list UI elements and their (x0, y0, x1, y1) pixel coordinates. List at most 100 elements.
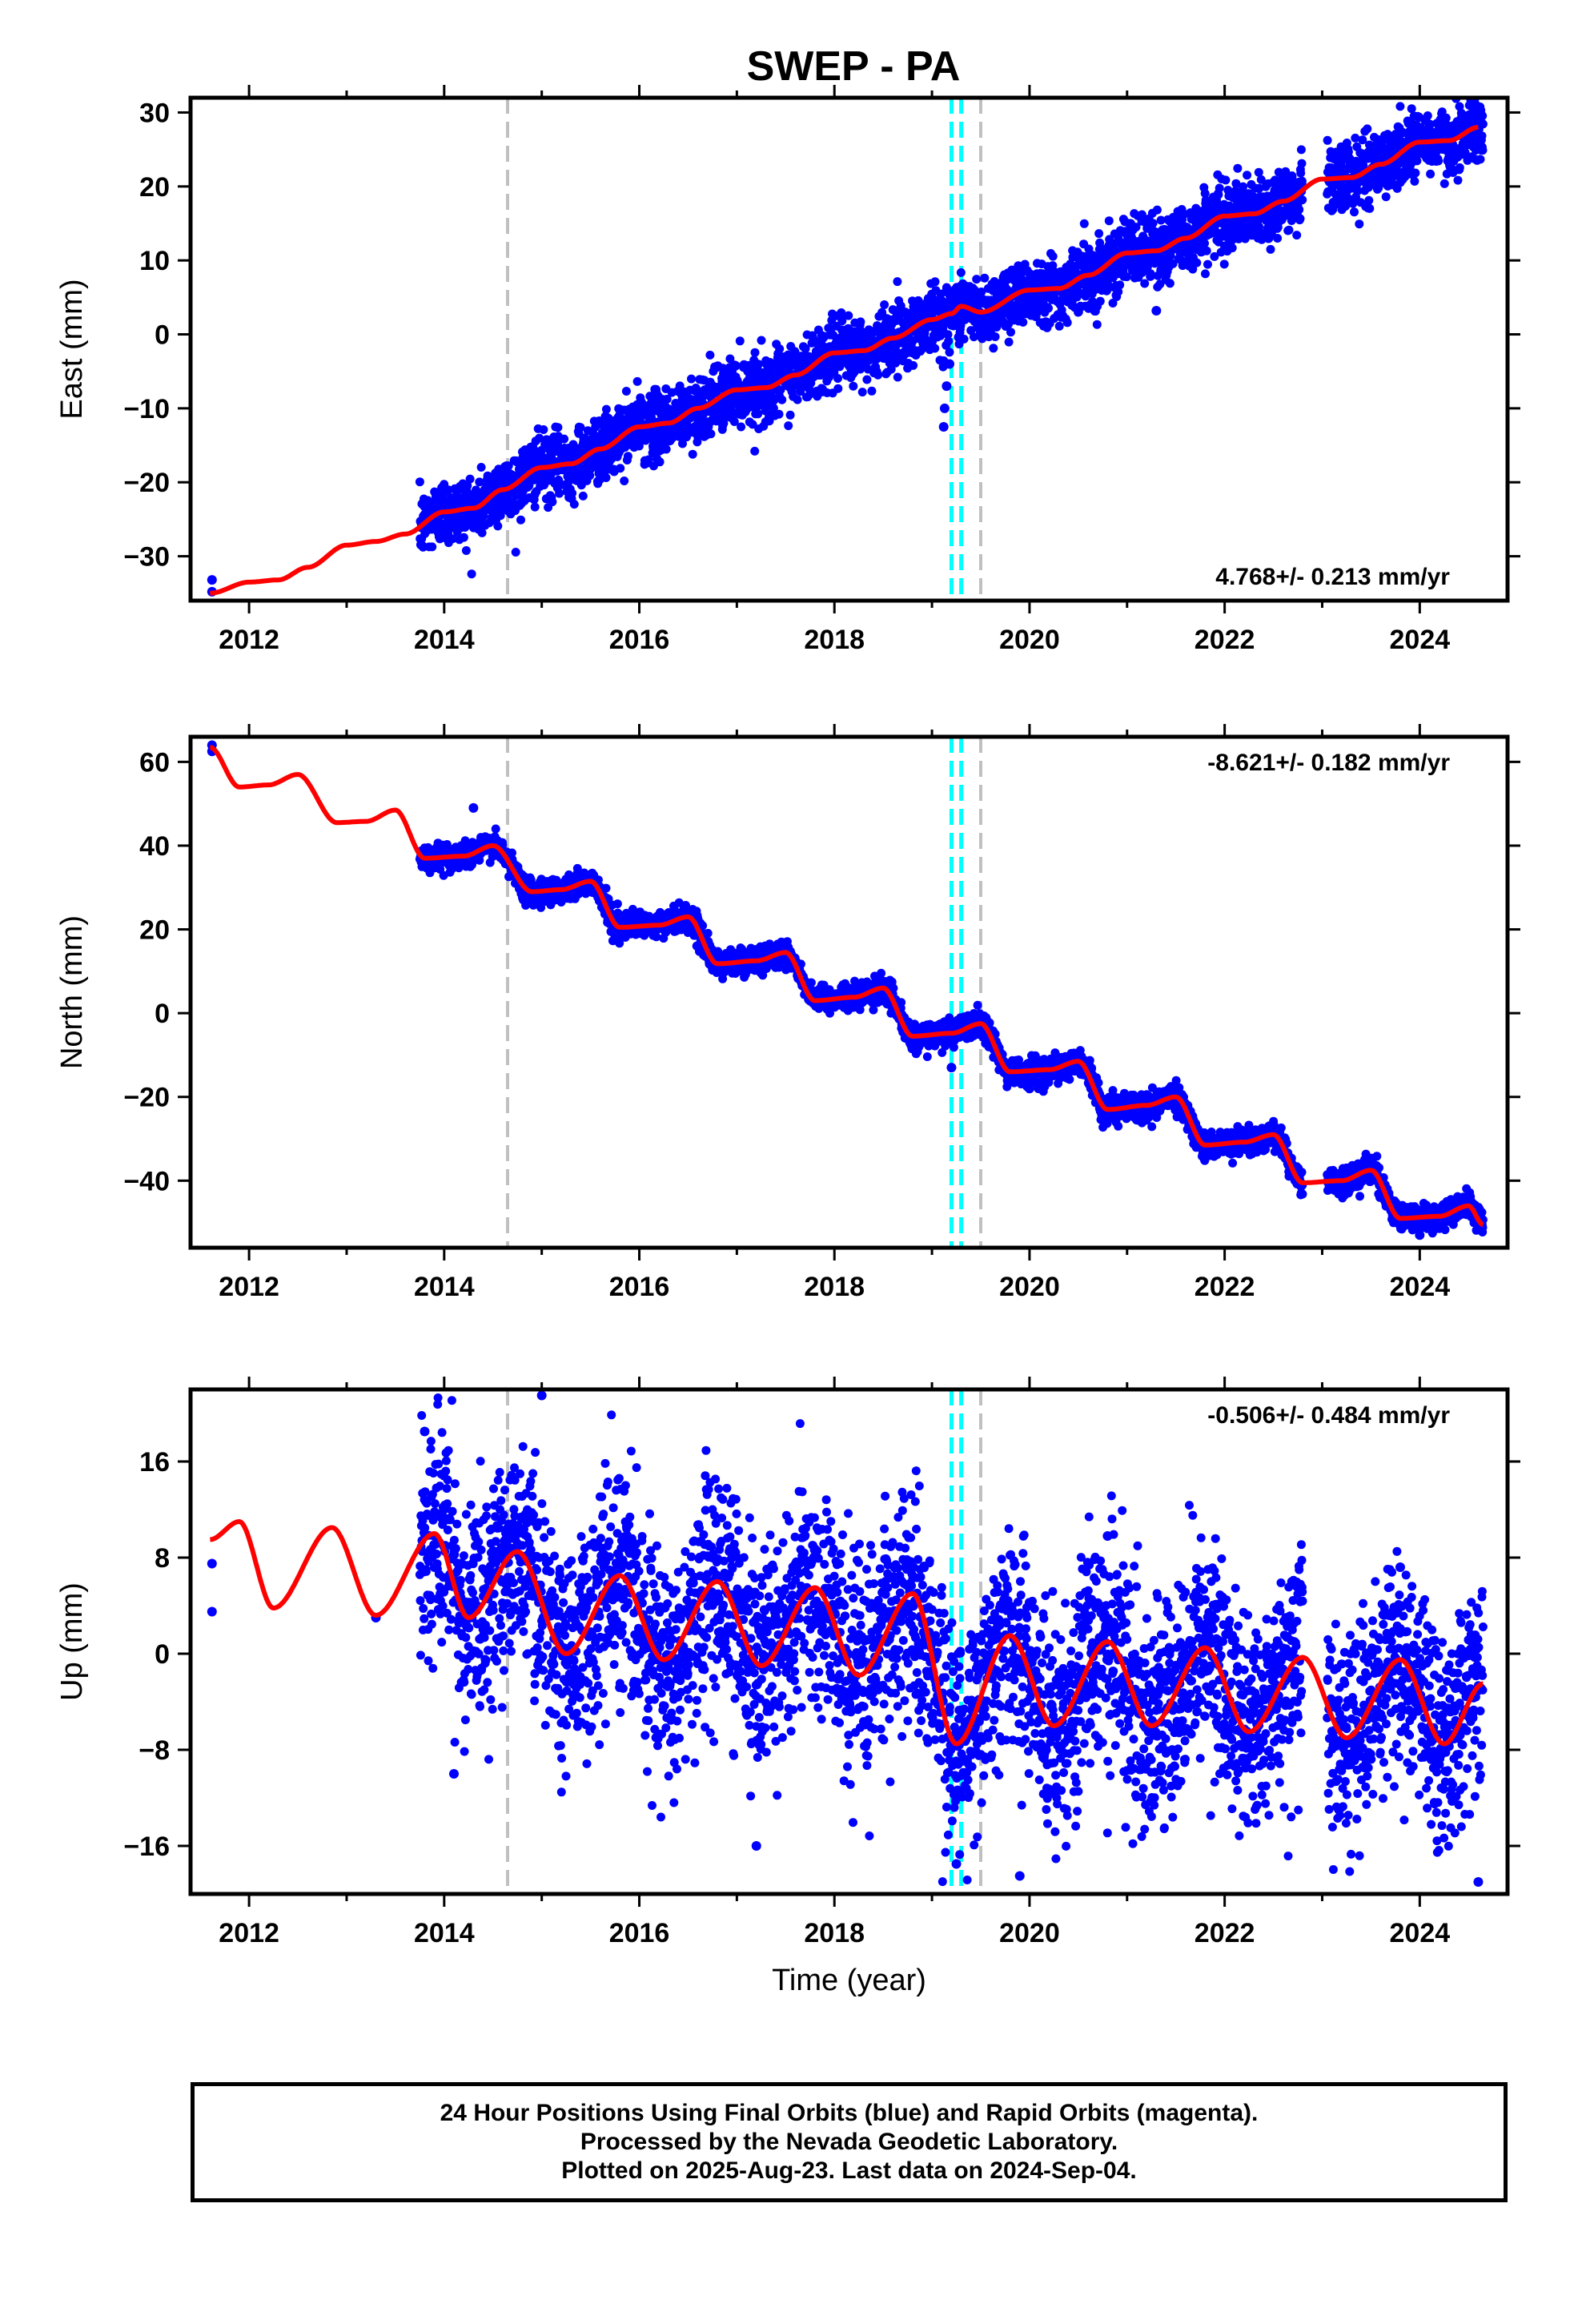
data-point (1137, 210, 1146, 219)
data-point (1284, 225, 1294, 235)
data-point (530, 502, 540, 512)
data-point (844, 311, 853, 320)
data-point (1227, 243, 1237, 253)
data-point (1048, 251, 1058, 261)
y-axis-label: East (mm) (55, 279, 89, 419)
data-point (1295, 214, 1305, 223)
data-point (943, 330, 953, 340)
data-point (568, 440, 578, 449)
data-point (493, 521, 503, 531)
data-point (706, 429, 716, 439)
data-point (893, 372, 902, 382)
data-point (1146, 271, 1156, 280)
data-point (1263, 233, 1274, 243)
data-point (585, 471, 595, 480)
data-point (568, 489, 577, 498)
plot-area (207, 737, 1488, 1248)
data-point (678, 439, 687, 448)
y-tick-label: 0 (155, 320, 170, 351)
chart-panel-1: 2012 2014 2016 2018 2020 2022 2024−30−20−10010… (55, 76, 1520, 655)
data-point (777, 395, 787, 404)
data-point (1168, 259, 1178, 268)
data-point (1412, 156, 1422, 166)
data-point (1466, 83, 1475, 92)
data-point (893, 277, 902, 287)
data-point (938, 421, 949, 432)
observation-points (207, 76, 1488, 597)
data-point (942, 381, 952, 392)
data-point (569, 500, 579, 509)
x-tick-label: 2018 (804, 625, 865, 655)
data-point (576, 423, 585, 432)
data-point (1284, 186, 1294, 195)
data-point (1152, 205, 1162, 215)
data-point (775, 344, 785, 354)
data-point (1151, 305, 1162, 316)
data-point (601, 473, 611, 482)
data-point (1219, 259, 1229, 269)
data-point (956, 267, 966, 277)
data-point (1200, 239, 1209, 248)
data-point (930, 344, 940, 353)
data-point (1453, 175, 1463, 185)
data-point (1114, 287, 1123, 296)
data-point (548, 497, 557, 507)
data-point (623, 452, 632, 461)
data-point (1351, 133, 1360, 143)
data-point (1255, 222, 1264, 231)
data-point (1214, 190, 1223, 199)
data-point (1441, 113, 1451, 123)
data-point (862, 375, 872, 384)
data-point (1233, 163, 1243, 173)
data-point (675, 381, 685, 391)
data-point (1201, 269, 1210, 279)
data-point (750, 348, 760, 357)
data-point (620, 476, 629, 485)
data-point (1426, 169, 1435, 179)
data-point (616, 464, 625, 473)
data-point (1165, 279, 1174, 288)
x-tick-label: 2020 (999, 625, 1060, 655)
data-point (1355, 219, 1364, 229)
data-point (1004, 337, 1014, 347)
data-point (1122, 272, 1131, 282)
data-point (1156, 215, 1166, 225)
x-tick-label: 2024 (1390, 625, 1451, 655)
data-point (1477, 131, 1487, 141)
data-point (491, 824, 500, 834)
data-point (621, 387, 631, 396)
data-point (1104, 216, 1114, 226)
data-point (1478, 146, 1488, 155)
data-point (448, 534, 457, 544)
data-point (1095, 296, 1105, 306)
data-point (990, 332, 1000, 341)
data-point (1287, 171, 1297, 181)
panels: 2012 2014 2016 2018 2020 2022 2024−30−20−10010… (55, 76, 1520, 1997)
data-point (461, 546, 471, 555)
data-point (553, 423, 563, 432)
data-point (1200, 189, 1210, 198)
data-point (1079, 219, 1089, 228)
data-point (873, 370, 883, 380)
data-point (1256, 175, 1266, 184)
data-point (1476, 155, 1485, 164)
data-point (496, 511, 505, 521)
data-point (1353, 187, 1363, 195)
data-point (1140, 279, 1150, 288)
data-point (655, 457, 665, 467)
data-point (1131, 223, 1141, 232)
data-point (504, 461, 513, 471)
data-point (1473, 76, 1482, 85)
data-point (930, 277, 940, 287)
data-point (896, 301, 905, 311)
data-point (1239, 182, 1248, 191)
data-point (1295, 205, 1304, 215)
data-point (1364, 195, 1374, 205)
data-point (1044, 304, 1053, 313)
data-point (644, 455, 653, 464)
data-point (539, 425, 548, 434)
data-point (776, 385, 785, 395)
data-point (1115, 280, 1125, 290)
data-point (1455, 163, 1464, 172)
x-tick-label: 2012 (219, 625, 279, 655)
